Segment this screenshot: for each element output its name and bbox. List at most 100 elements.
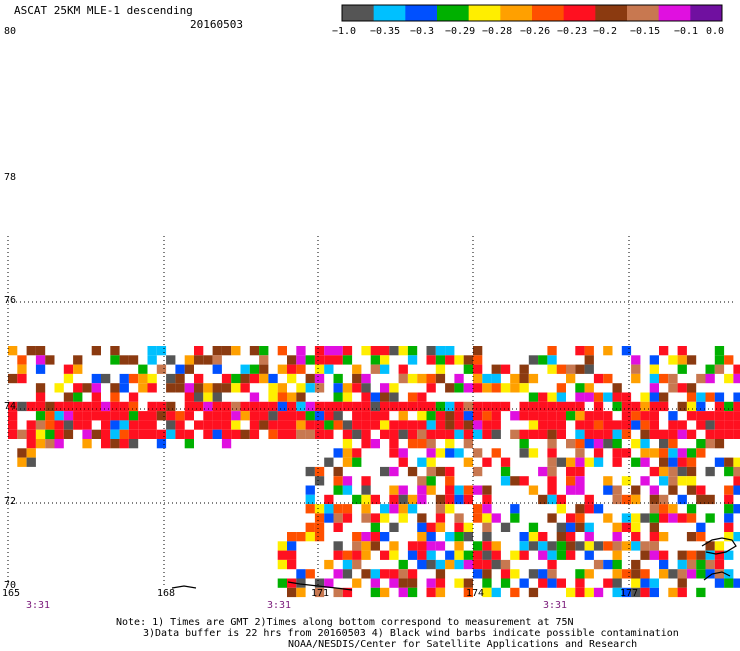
wind-cell xyxy=(677,346,687,356)
wind-cell xyxy=(268,373,278,384)
wind-cell xyxy=(352,457,362,467)
wind-cell xyxy=(696,532,706,542)
wind-cell xyxy=(380,392,390,402)
wind-cell xyxy=(407,355,418,365)
wind-cell xyxy=(138,429,148,439)
wind-cell xyxy=(677,578,687,588)
wind-cell xyxy=(426,532,436,542)
wind-cell xyxy=(212,411,222,421)
wind-cell xyxy=(277,411,287,421)
wind-cell xyxy=(705,466,715,477)
wind-cell xyxy=(389,439,399,449)
wind-cell xyxy=(277,541,287,551)
wind-cell xyxy=(91,411,101,421)
wind-cell xyxy=(8,411,18,421)
wind-cell xyxy=(538,401,548,412)
wind-cell xyxy=(677,559,687,570)
wind-cell xyxy=(621,569,632,579)
wind-cell xyxy=(538,429,548,439)
wind-cell xyxy=(380,513,390,523)
wind-cell xyxy=(389,466,399,477)
wind-cell xyxy=(584,569,594,579)
wind-cell xyxy=(519,541,529,551)
wind-cell xyxy=(593,401,604,412)
wind-cell xyxy=(714,541,725,551)
wind-cell xyxy=(482,383,492,393)
wind-cell xyxy=(203,420,213,430)
wind-cell xyxy=(593,587,604,598)
wind-cell xyxy=(17,364,27,374)
colorbar-segment xyxy=(342,5,375,21)
wind-cell xyxy=(231,346,241,356)
wind-cell xyxy=(342,429,353,439)
wind-cell xyxy=(640,476,650,486)
wind-cell xyxy=(398,569,408,579)
wind-cell xyxy=(677,466,687,477)
wind-cell xyxy=(686,485,697,495)
wind-cell xyxy=(686,550,697,560)
wind-cell xyxy=(128,392,139,402)
wind-cell xyxy=(621,401,632,412)
wind-cell xyxy=(352,373,362,384)
wind-cell xyxy=(398,401,408,412)
wind-cell xyxy=(101,429,111,439)
wind-cell xyxy=(110,346,120,356)
wind-cell xyxy=(314,401,325,412)
wind-cell xyxy=(463,587,473,598)
wind-cell xyxy=(519,364,529,374)
wind-cell xyxy=(547,420,557,430)
wind-cell xyxy=(556,457,566,467)
wind-cell xyxy=(128,355,139,365)
wind-cell xyxy=(435,559,446,570)
wind-cell xyxy=(128,411,139,421)
wind-cell xyxy=(696,439,706,449)
wind-cell xyxy=(696,420,706,430)
wind-cell xyxy=(705,494,715,505)
wind-cell xyxy=(547,364,557,374)
wind-cell xyxy=(73,364,83,374)
wind-cell xyxy=(445,494,455,505)
wind-cell xyxy=(426,355,436,365)
wind-cell xyxy=(575,578,585,588)
wind-cell xyxy=(45,401,55,412)
wind-cell xyxy=(435,522,446,532)
colorbar-label-5: −0.26 xyxy=(520,26,551,37)
wind-cell xyxy=(407,504,418,514)
wind-cell xyxy=(54,429,64,439)
wind-cell xyxy=(547,448,557,458)
colorbar-segment xyxy=(437,5,470,21)
wind-cell xyxy=(361,504,371,514)
wind-cell xyxy=(407,373,418,384)
wind-cell xyxy=(705,569,715,579)
wind-cell xyxy=(705,439,715,449)
wind-cell xyxy=(156,401,167,412)
wind-cell xyxy=(380,504,390,514)
wind-cell xyxy=(649,541,659,551)
wind-cell xyxy=(259,420,269,430)
wind-cell xyxy=(110,411,120,421)
wind-cell xyxy=(482,578,492,588)
wind-cell xyxy=(231,401,241,412)
wind-cell xyxy=(370,420,380,430)
wind-cell xyxy=(389,569,399,579)
wind-cell xyxy=(621,476,632,486)
wind-cell xyxy=(500,522,511,532)
wind-cell xyxy=(584,392,594,402)
wind-cell xyxy=(398,494,408,505)
wind-cell xyxy=(463,457,473,467)
wind-cell xyxy=(417,541,427,551)
wind-cell xyxy=(566,373,576,384)
wind-cell xyxy=(231,383,241,393)
wind-cell xyxy=(212,364,222,374)
wind-cell xyxy=(668,457,678,467)
wind-cell xyxy=(659,476,669,486)
wind-cell xyxy=(640,420,650,430)
wind-cell xyxy=(296,355,306,365)
wind-cell xyxy=(333,513,343,523)
wind-cell xyxy=(566,364,576,374)
wind-cell xyxy=(677,448,687,458)
wind-cell xyxy=(268,383,278,393)
wind-cell xyxy=(361,485,371,495)
wind-cell xyxy=(333,466,343,477)
wind-cell xyxy=(640,429,650,439)
